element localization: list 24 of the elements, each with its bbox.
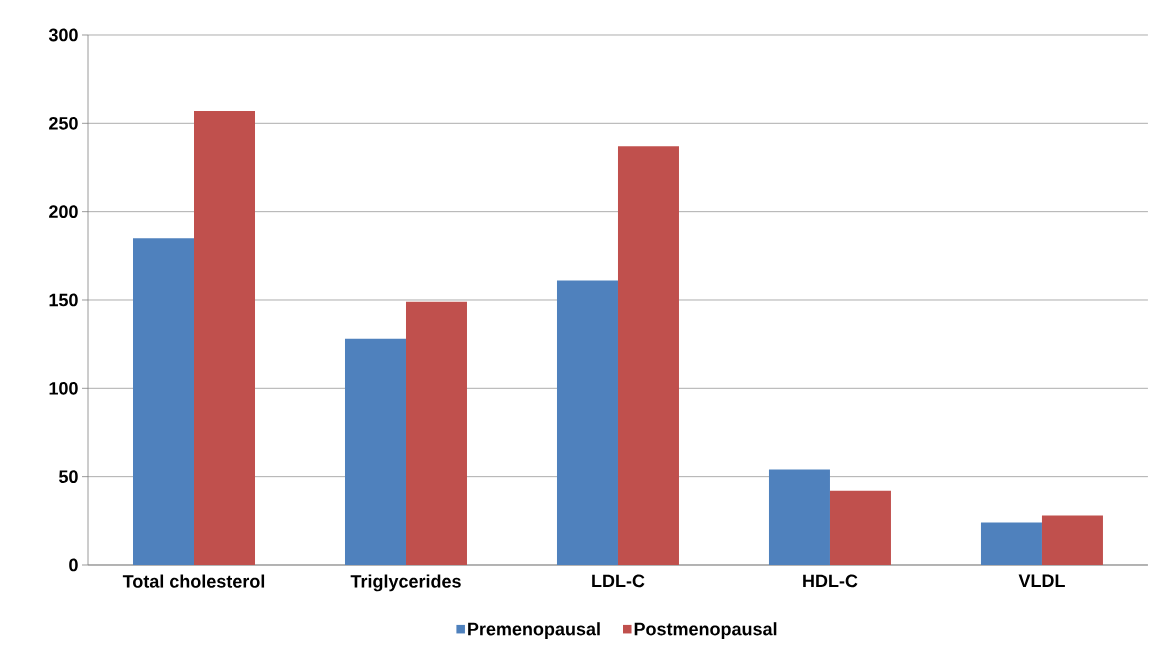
bar: [617, 146, 679, 565]
x-tick-label: VLDL: [1018, 574, 1065, 587]
y-tick-label: 0: [69, 558, 78, 572]
bar: [344, 338, 406, 565]
bar: [556, 280, 618, 565]
bar: [768, 469, 830, 565]
bar: [405, 301, 467, 565]
bar: [133, 238, 195, 565]
y-tick-label: 250: [49, 116, 78, 130]
x-tick-label: HDL-C: [803, 574, 858, 588]
y-tick-label: 300: [48, 28, 78, 42]
bar: [980, 522, 1042, 565]
x-tick-label: Triglycerides: [350, 574, 461, 592]
legend-label: Premenopausal: [468, 622, 600, 639]
y-tick-label: 200: [49, 205, 78, 219]
legend-label: Postmenopausal: [634, 622, 777, 639]
x-tick-label: Total cholesterol: [122, 574, 265, 588]
y-tick-label: 150: [49, 293, 78, 307]
y-tick-label: 100: [49, 381, 78, 395]
x-tick-label: LDL-C: [592, 574, 645, 588]
bar: [829, 490, 891, 565]
y-tick-label: 50: [59, 470, 78, 484]
bar: [1041, 515, 1103, 565]
bar: [194, 110, 255, 565]
